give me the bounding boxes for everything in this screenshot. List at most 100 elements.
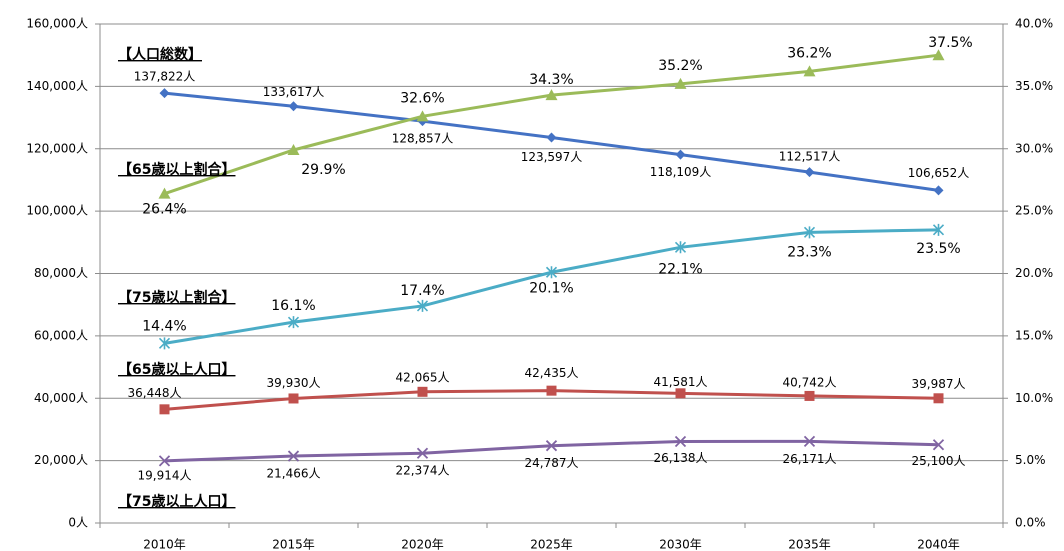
- series-label: 【人口総数】: [118, 46, 202, 63]
- data-label: 41,581人: [654, 375, 708, 389]
- marker: [804, 390, 815, 401]
- marker: [546, 132, 557, 143]
- data-label: 24,787人: [525, 456, 579, 470]
- data-label: 19,914人: [138, 468, 192, 482]
- x-tick-label: 2040年: [917, 538, 960, 551]
- y2-tick-label: 5.0%: [1015, 453, 1046, 467]
- data-label: 22.1%: [658, 261, 702, 277]
- y2-tick-label: 25.0%: [1015, 204, 1053, 218]
- data-label: 128,857人: [392, 132, 454, 146]
- data-label: 29.9%: [301, 162, 345, 178]
- marker: [803, 226, 816, 239]
- marker: [416, 447, 429, 459]
- marker: [287, 143, 300, 155]
- series-label: 【65歳以上人口】: [118, 361, 235, 378]
- marker: [417, 386, 428, 397]
- data-label: 42,065人: [396, 370, 450, 384]
- y2-tick-label: 0.0%: [1015, 516, 1046, 530]
- data-label: 23.3%: [787, 244, 831, 260]
- data-label: 133,617人: [263, 85, 325, 99]
- marker: [158, 337, 171, 350]
- series-label: 【75歳以上割合】: [118, 289, 235, 306]
- data-label: 112,517人: [779, 150, 841, 164]
- marker: [416, 110, 429, 122]
- marker: [159, 88, 170, 99]
- marker: [288, 101, 299, 112]
- data-label: 32.6%: [400, 90, 444, 106]
- data-label: 14.4%: [142, 318, 186, 334]
- x-tick-label: 2020年: [401, 538, 444, 551]
- x-tick-label: 2030年: [659, 538, 702, 551]
- marker: [288, 393, 299, 404]
- data-label: 34.3%: [529, 72, 573, 88]
- x-tick-label: 2015年: [272, 538, 315, 551]
- x-tick-label: 2025年: [530, 538, 573, 551]
- data-label: 22,374人: [396, 464, 450, 478]
- data-label: 118,109人: [650, 165, 712, 179]
- data-label: 36,448人: [128, 386, 182, 400]
- data-label: 106,652人: [908, 166, 970, 180]
- y-tick-label: 120,000人: [26, 141, 88, 155]
- marker: [158, 187, 171, 199]
- marker: [932, 223, 945, 236]
- marker: [675, 388, 686, 399]
- marker: [803, 65, 816, 77]
- data-label: 16.1%: [271, 298, 315, 314]
- data-label: 137,822人: [134, 70, 196, 84]
- marker: [545, 440, 558, 452]
- marker: [675, 149, 686, 160]
- y-tick-label: 100,000人: [26, 204, 88, 218]
- y-tick-label: 20,000人: [34, 453, 88, 467]
- data-label: 21,466人: [267, 467, 321, 481]
- marker: [545, 89, 558, 101]
- marker: [416, 299, 429, 312]
- marker: [932, 439, 945, 451]
- marker: [932, 49, 945, 61]
- data-label: 40,742人: [783, 375, 837, 389]
- y-tick-label: 0人: [68, 516, 88, 530]
- marker: [933, 185, 944, 196]
- y2-tick-label: 20.0%: [1015, 266, 1053, 280]
- data-label: 37.5%: [928, 35, 972, 51]
- y-tick-label: 60,000人: [34, 328, 88, 342]
- data-label: 35.2%: [658, 58, 702, 74]
- data-label: 26.4%: [142, 202, 186, 218]
- data-label: 20.1%: [529, 280, 573, 296]
- data-label: 123,597人: [521, 150, 583, 164]
- y-tick-label: 80,000人: [34, 266, 88, 280]
- marker: [804, 167, 815, 178]
- marker: [287, 450, 300, 462]
- y2-tick-label: 35.0%: [1015, 79, 1053, 93]
- data-label: 42,435人: [525, 366, 579, 380]
- series-label: 【65歳以上割合】: [118, 161, 235, 178]
- y2-tick-label: 30.0%: [1015, 141, 1053, 155]
- data-label: 36.2%: [787, 45, 831, 61]
- data-label: 26,171人: [783, 452, 837, 466]
- data-label: 39,987人: [912, 377, 966, 391]
- data-label: 17.4%: [400, 283, 444, 299]
- marker: [674, 77, 687, 89]
- marker: [933, 393, 944, 404]
- marker: [803, 435, 816, 448]
- marker: [545, 266, 558, 279]
- y2-tick-label: 10.0%: [1015, 391, 1053, 405]
- x-tick-label: 2035年: [788, 538, 831, 551]
- y-tick-label: 40,000人: [34, 391, 88, 405]
- y2-tick-label: 40.0%: [1015, 17, 1053, 31]
- marker: [158, 455, 171, 467]
- marker: [546, 385, 557, 396]
- data-label: 25,100人: [912, 454, 966, 468]
- data-label: 26,138人: [654, 451, 708, 465]
- data-label: 39,930人: [267, 376, 321, 390]
- series-label: 【75歳以上人口】: [118, 493, 235, 510]
- y-tick-label: 160,000人: [26, 17, 88, 31]
- marker: [674, 435, 687, 448]
- y-tick-label: 140,000人: [26, 79, 88, 93]
- data-label: 23.5%: [916, 241, 960, 257]
- y2-tick-label: 15.0%: [1015, 328, 1053, 342]
- x-tick-label: 2010年: [143, 538, 186, 551]
- marker: [674, 241, 687, 254]
- marker: [287, 316, 300, 329]
- marker: [159, 404, 170, 415]
